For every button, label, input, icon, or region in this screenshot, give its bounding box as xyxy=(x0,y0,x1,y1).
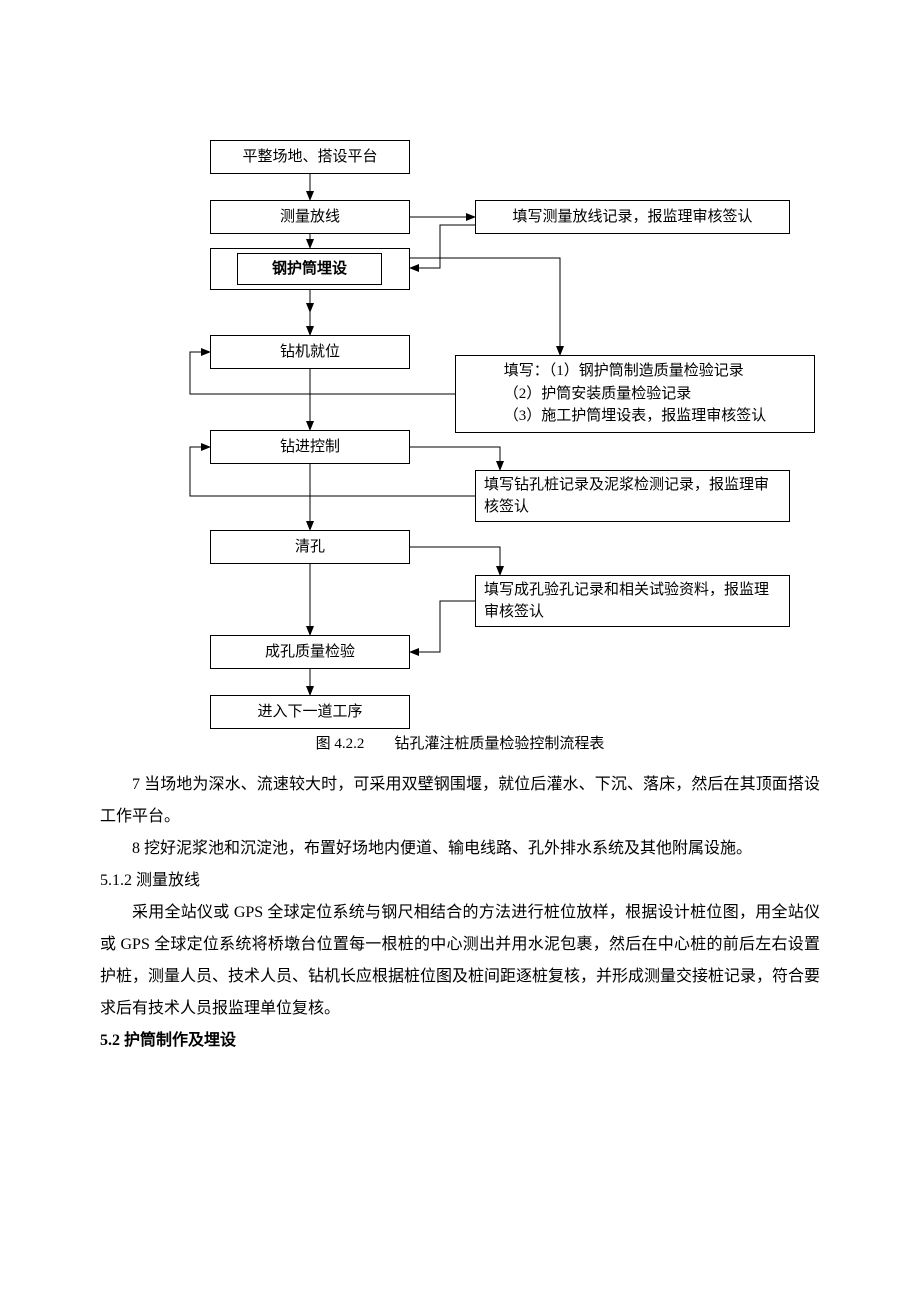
paragraph-7: 7 当场地为深水、流速较大时，可采用双壁钢围堰，就位后灌水、下沉、落床，然后在其… xyxy=(100,769,820,833)
flow-node-n4: 钻机就位 xyxy=(210,335,410,369)
flow-node-n7: 成孔质量检验 xyxy=(210,635,410,669)
document-body: 7 当场地为深水、流速较大时，可采用双壁钢围堰，就位后灌水、下沉、落床，然后在其… xyxy=(0,769,920,1057)
paragraph-8: 8 挖好泥浆池和沉淀池，布置好场地内便道、输电线路、孔外排水系统及其他附属设施。 xyxy=(100,833,820,865)
flow-node-r4: 填写成孔验孔记录和相关试验资料，报监理审核签认 xyxy=(475,575,790,627)
flow-node-n3: 钢护筒埋设 xyxy=(237,253,382,285)
flow-node-r1: 填写测量放线记录，报监理审核签认 xyxy=(475,200,790,234)
flow-node-n1: 平整场地、搭设平台 xyxy=(210,140,410,174)
heading-5-1-2: 5.1.2 测量放线 xyxy=(100,865,820,897)
paragraph-5-1-2-body: 采用全站仪或 GPS 全球定位系统与钢尺相结合的方法进行桩位放样，根据设计桩位图… xyxy=(100,897,820,1025)
figure-caption: 图 4.2.2 钻孔灌注桩质量检验控制流程表 xyxy=(0,732,920,753)
flow-node-r2: 填写：（1）钢护筒制造质量检验记录 （2）护筒安装质量检验记录 （3）施工护筒埋… xyxy=(455,355,815,433)
flow-node-n5: 钻进控制 xyxy=(210,430,410,464)
flowchart-diagram: 平整场地、搭设平台测量放线钢护筒埋设钻机就位钻进控制清孔成孔质量检验进入下一道工… xyxy=(0,0,920,720)
flow-node-n2: 测量放线 xyxy=(210,200,410,234)
heading-5-2: 5.2 护筒制作及埋设 xyxy=(100,1025,820,1057)
flow-node-r3: 填写钻孔桩记录及泥浆检测记录，报监理审核签认 xyxy=(475,470,790,522)
flow-node-n6: 清孔 xyxy=(210,530,410,564)
flow-node-n8: 进入下一道工序 xyxy=(210,695,410,729)
